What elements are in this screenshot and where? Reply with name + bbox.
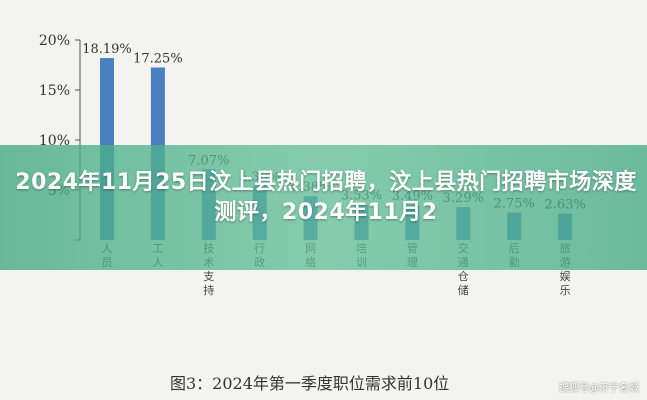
headline-text: 2024年11月25日汶上县热门招聘，汶上县热门招聘市场深度测评，2024年11… (15, 170, 637, 225)
headline-banner (0, 145, 647, 270)
bar-value-label: 18.19% (82, 42, 132, 57)
y-tick-label: 20% (39, 33, 70, 49)
watermark: 搜狐号@济宁名城 (559, 383, 639, 394)
bar-value-label: 17.25% (133, 52, 183, 67)
figure-caption: 图3：2024年第一季度职位需求前10位 (170, 374, 450, 393)
y-tick-label: 15% (39, 83, 70, 99)
